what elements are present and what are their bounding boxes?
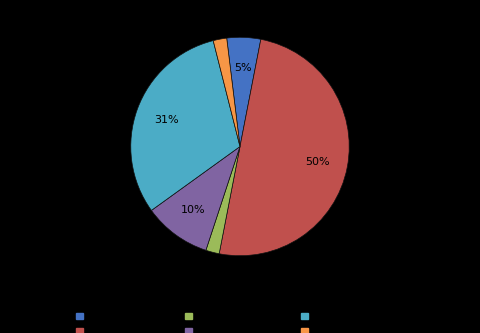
Text: 5%: 5% xyxy=(234,63,252,73)
Text: 50%: 50% xyxy=(305,157,329,166)
Wedge shape xyxy=(219,39,349,256)
Text: 31%: 31% xyxy=(154,115,179,125)
Wedge shape xyxy=(227,37,261,147)
Wedge shape xyxy=(131,41,240,210)
Wedge shape xyxy=(151,147,240,250)
Wedge shape xyxy=(213,38,240,147)
Text: 10%: 10% xyxy=(181,205,206,215)
Wedge shape xyxy=(206,147,240,254)
Legend: Wages & Salaries, Employee Benefits, Operating Expenses, Safety Net, Grants & Su: Wages & Salaries, Employee Benefits, Ope… xyxy=(74,309,406,333)
